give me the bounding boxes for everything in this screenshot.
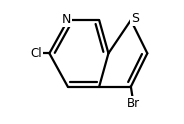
Text: Cl: Cl [31,47,43,60]
Text: N: N [62,13,71,26]
Text: S: S [131,12,139,25]
Text: Br: Br [127,97,140,110]
